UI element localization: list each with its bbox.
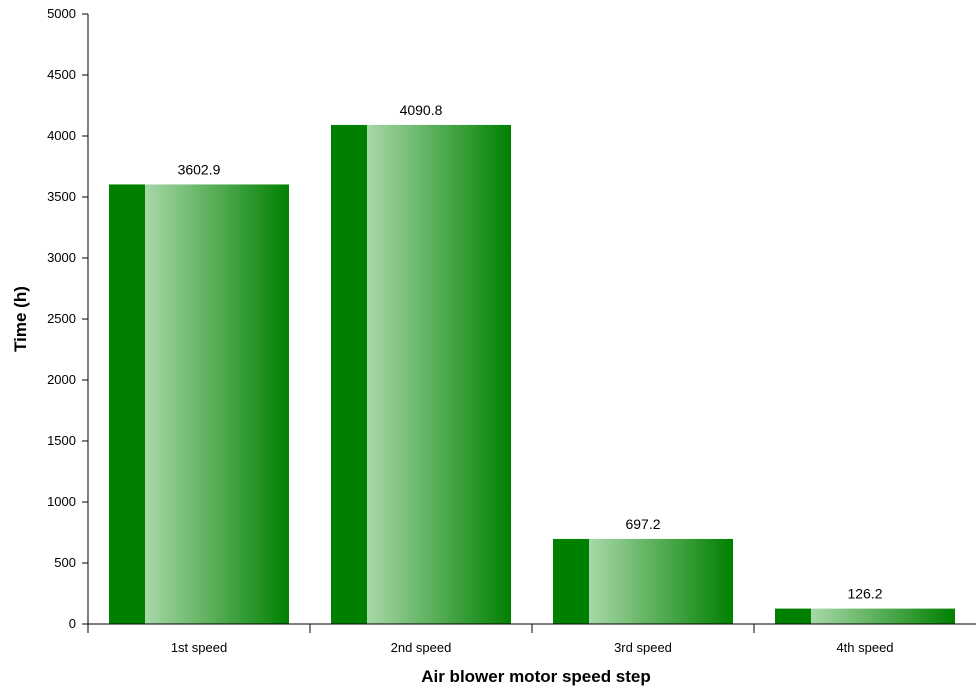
y-tick-label: 2000 [47, 372, 76, 387]
bar-value-label: 3602.9 [178, 161, 221, 177]
bar-value-label: 126.2 [847, 586, 882, 602]
x-axis-title: Air blower motor speed step [421, 667, 651, 686]
y-tick-label: 1500 [47, 433, 76, 448]
x-tick-label: 2nd speed [391, 640, 452, 655]
x-tick-label: 3rd speed [614, 640, 672, 655]
y-tick-label: 4500 [47, 67, 76, 82]
bar-value-label: 4090.8 [400, 102, 443, 118]
bars-group [109, 124, 955, 625]
y-axis: 0 500 1000 1500 2000 2500 3000 3500 4000 4500 5000 [47, 6, 89, 631]
y-tick-label: 2500 [47, 311, 76, 326]
bar-1 [109, 184, 289, 624]
x-tick-label: 4th speed [836, 640, 893, 655]
y-tick-label: 1000 [47, 494, 76, 509]
y-tick-label: 3500 [47, 189, 76, 204]
data-labels-group: 3602.9 4090.8 697.2 126.2 [178, 102, 883, 602]
y-ticks-group: 0 500 1000 1500 2000 2500 3000 3500 4000 4500 5000 [47, 6, 88, 631]
y-axis-title: Time (h) [11, 286, 30, 352]
y-tick-label: 0 [69, 616, 76, 631]
x-tick-label: 1st speed [171, 640, 227, 655]
y-tick-label: 4000 [47, 128, 76, 143]
y-tick-label: 500 [54, 555, 76, 570]
bar-3 [553, 538, 733, 624]
bar-4 [775, 608, 955, 624]
bar-2 [331, 124, 511, 625]
x-ticks-group: 1st speed 2nd speed 3rd speed 4th speed [87, 624, 894, 655]
x-axis: 1st speed 2nd speed 3rd speed 4th speed [87, 623, 976, 655]
y-tick-label: 5000 [47, 6, 76, 21]
y-tick-label: 3000 [47, 250, 76, 265]
bar-value-label: 697.2 [625, 516, 660, 532]
